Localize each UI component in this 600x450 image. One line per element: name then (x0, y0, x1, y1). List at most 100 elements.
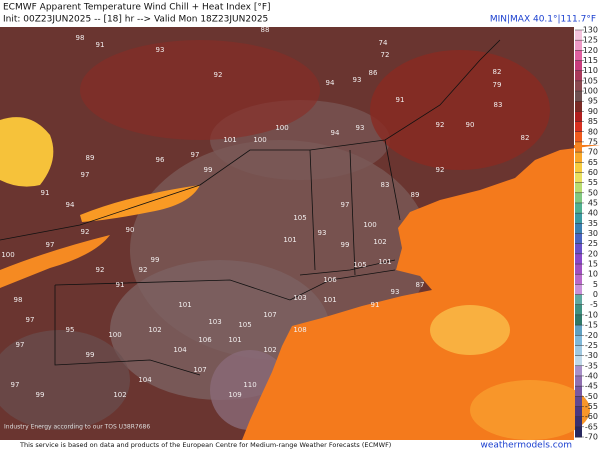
station-value: 110 (243, 381, 256, 389)
station-value: 98 (14, 296, 23, 304)
station-value: 95 (66, 326, 75, 334)
station-value: 90 (126, 226, 135, 234)
station-value: 104 (173, 346, 187, 354)
lake-huron (0, 117, 54, 187)
colorbar-label: 25 (588, 239, 598, 248)
colorbar-label: 40 (588, 209, 598, 218)
ocean-patch (470, 380, 590, 440)
station-value: 93 (391, 288, 400, 296)
station-value: 93 (356, 124, 365, 132)
station-value: 106 (323, 276, 337, 284)
ocean (242, 145, 600, 440)
station-value: 82 (521, 134, 530, 142)
colorbar-label: 0 (593, 290, 598, 299)
colorbar-band (575, 192, 582, 204)
colorbar-band (575, 131, 582, 143)
colorbar-label: -10 (585, 310, 598, 319)
colorbar-label: 110 (583, 66, 598, 75)
colorbar-band (575, 141, 582, 153)
colorbar-label: 90 (588, 107, 598, 116)
station-value: 92 (214, 71, 223, 79)
station-value: 100 (363, 221, 376, 229)
colorbar-label: -35 (585, 361, 598, 370)
colorbar-label: 120 (583, 46, 598, 55)
colorbar-band (575, 30, 582, 41)
station-value: 102 (113, 391, 126, 399)
station-value: 91 (41, 189, 50, 197)
station-value: 101 (223, 136, 236, 144)
colorbar-band (575, 70, 582, 82)
colorbar-label: -40 (585, 371, 598, 380)
station-value: 88 (261, 26, 270, 34)
station-value: 89 (411, 191, 420, 199)
colorbar-label: -45 (585, 382, 598, 391)
colorbar-label: -30 (585, 351, 598, 360)
colorbar-band (575, 243, 582, 255)
colorbar-label: -60 (585, 412, 598, 421)
colorbar-band (575, 386, 582, 397)
colorbar-band (575, 202, 582, 214)
colorbar-band (575, 253, 582, 265)
station-value: 98 (76, 34, 85, 42)
ocean-warm-patch (430, 305, 510, 355)
colorbar-band (575, 416, 582, 428)
colorbar-band (575, 223, 582, 234)
colorbar-band (575, 213, 582, 224)
colorbar-label: 85 (588, 117, 598, 126)
colorbar-band (575, 182, 582, 194)
colorbar-band (575, 396, 582, 407)
colorbar-label: -15 (585, 321, 598, 330)
colorbar-band (575, 91, 582, 102)
footer: This service is based on data and produc… (19, 441, 391, 449)
station-value: 100 (1, 251, 14, 259)
colorbar-label: 15 (588, 260, 598, 269)
colorbar-label: 55 (588, 178, 598, 187)
station-value: 101 (323, 296, 336, 304)
station-value: 97 (341, 201, 350, 209)
colorbar-label: 60 (588, 168, 598, 177)
station-value: 94 (326, 79, 335, 87)
colorbar-label: 20 (588, 249, 598, 258)
colorbar-label: 80 (588, 127, 598, 136)
colorbar-label: 35 (588, 219, 598, 228)
colorbar-band (575, 101, 582, 112)
colorbar-label: -5 (590, 300, 598, 309)
colorbar-band (575, 60, 582, 72)
station-value: 72 (381, 51, 390, 59)
colorbar-band (575, 284, 582, 296)
watermark[interactable]: weathermodels.com (480, 441, 572, 450)
colorbar-band (575, 111, 582, 123)
station-value: 93 (156, 46, 165, 54)
station-value: 92 (436, 166, 445, 174)
station-value: 99 (86, 351, 95, 359)
colorbar-band (575, 294, 582, 306)
footer-bar (0, 440, 600, 450)
lake-erie (0, 235, 110, 288)
colorbar-band (575, 233, 582, 245)
colorbar-band (575, 406, 582, 418)
colorbar-label: 30 (588, 229, 598, 238)
colorbar-band (575, 365, 582, 377)
station-value: 101 (283, 236, 296, 244)
station-value: 99 (341, 241, 350, 249)
station-value: 87 (416, 281, 425, 289)
station-value: 92 (139, 266, 148, 274)
station-value: 91 (96, 41, 105, 49)
colorbar-label: -65 (585, 422, 598, 431)
station-value: 94 (331, 129, 340, 137)
station-value: 97 (81, 171, 90, 179)
station-value: 79 (493, 81, 502, 89)
colorbar-label: 65 (588, 158, 598, 167)
station-value: 109 (228, 391, 241, 399)
station-value: 93 (318, 229, 327, 237)
colorbar-band (575, 345, 582, 357)
colorbar-band (575, 314, 582, 326)
station-value: 103 (208, 318, 221, 326)
station-value: 97 (26, 316, 35, 324)
header-bar (0, 0, 600, 27)
colorbar-band (575, 172, 582, 184)
colorbar-band (575, 40, 582, 51)
colorbar-band (575, 274, 582, 285)
colorbar-label: 75 (588, 137, 598, 146)
